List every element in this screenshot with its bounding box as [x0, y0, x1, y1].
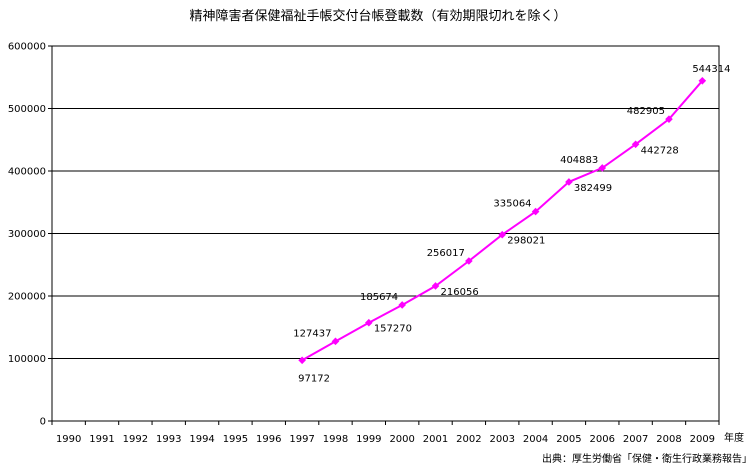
- data-label: 216056: [441, 287, 479, 298]
- x-tick-label: 2000: [389, 434, 414, 445]
- chart-title: 精神障害者保健福祉手帳交付台帳登載数（有効期限切れを除く）: [189, 8, 566, 24]
- data-point: [565, 178, 573, 186]
- data-label: 157270: [374, 324, 412, 335]
- x-tick-label: 1996: [256, 434, 281, 445]
- y-tick-label: 300000: [8, 229, 46, 240]
- x-tick-label: 2007: [623, 434, 648, 445]
- x-tick-label: 1991: [89, 434, 114, 445]
- y-tick-label: 100000: [8, 354, 46, 365]
- x-tick-label: 1997: [289, 434, 314, 445]
- x-tick-label: 2009: [690, 434, 715, 445]
- data-label: 127437: [293, 328, 331, 339]
- y-tick-label: 500000: [8, 104, 46, 115]
- data-point: [698, 77, 707, 85]
- x-tick-label: 2003: [489, 434, 514, 445]
- data-point: [498, 230, 507, 239]
- data-label: 256017: [427, 248, 465, 259]
- y-tick-label: 0: [40, 417, 46, 428]
- data-label: 544314: [692, 64, 730, 75]
- data-label: 185674: [360, 292, 398, 303]
- x-tick-label: 1990: [56, 434, 81, 445]
- data-label: 335064: [493, 199, 531, 210]
- x-axis-label: 年度: [724, 431, 744, 444]
- y-tick-label: 600000: [8, 42, 46, 53]
- data-point: [665, 115, 673, 123]
- data-point: [465, 257, 473, 265]
- x-tick-label: 1999: [356, 434, 381, 445]
- data-label: 482905: [627, 106, 665, 117]
- data-label: 298021: [507, 236, 545, 247]
- data-point: [531, 207, 540, 216]
- data-point: [298, 356, 306, 365]
- data-label: 97172: [298, 373, 330, 384]
- x-tick-label: 1998: [323, 434, 348, 445]
- data-label: 382499: [574, 183, 612, 194]
- x-tick-label: 1992: [123, 434, 148, 445]
- x-tick-label: 2001: [423, 434, 448, 445]
- data-label: 442728: [641, 145, 679, 156]
- x-tick-label: 1993: [156, 434, 181, 445]
- x-tick-label: 1995: [223, 434, 248, 445]
- x-tick-label: 2008: [656, 434, 681, 445]
- x-tick-label: 2005: [556, 434, 581, 445]
- y-tick-label: 400000: [8, 167, 46, 178]
- data-point: [431, 282, 440, 290]
- data-point: [598, 164, 607, 172]
- data-point: [331, 337, 340, 346]
- data-point: [398, 301, 406, 309]
- source-note: 出典：厚生労働省「保健・衛生行政業務報告」: [542, 452, 752, 465]
- x-tick-label: 2002: [456, 434, 481, 445]
- data-label: 404883: [560, 155, 598, 166]
- data-point: [631, 140, 640, 149]
- y-tick-label: 200000: [8, 292, 46, 303]
- data-point: [365, 318, 373, 327]
- x-tick-label: 1994: [189, 434, 214, 445]
- x-tick-label: 2004: [523, 434, 548, 445]
- plot-area: 0 100000 200000 300000 400000 500000 600000 199…: [8, 42, 731, 446]
- x-tick-label: 2006: [590, 434, 615, 445]
